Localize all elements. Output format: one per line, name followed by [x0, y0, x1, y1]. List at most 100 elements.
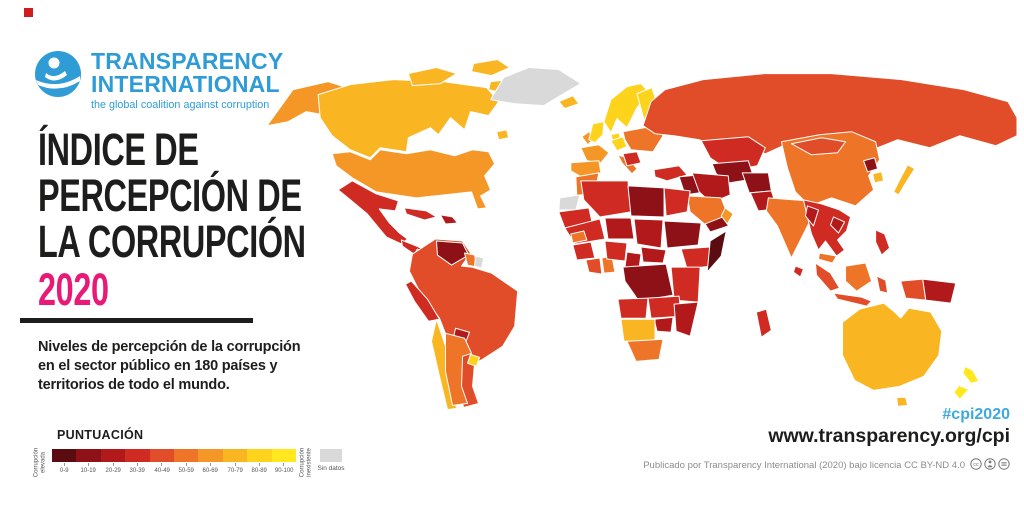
- legend-band-label: 20-29: [101, 463, 125, 474]
- logo-line2: INTERNATIONAL: [91, 71, 280, 97]
- legend-band-swatch: [125, 449, 150, 462]
- legend-band-swatch: [222, 449, 248, 462]
- region-arctic-islands: [471, 59, 511, 77]
- region-north-korea: [863, 157, 879, 173]
- region-madagascar: [755, 308, 772, 338]
- legend-band-label: 50-59: [174, 463, 198, 474]
- region-nigeria: [604, 240, 628, 262]
- legend-band-label: 80-89: [247, 463, 271, 474]
- region-tasmania: [896, 396, 909, 407]
- region-java: [833, 292, 873, 307]
- region-angola: [617, 297, 649, 319]
- region-mongolia: [790, 137, 847, 156]
- legend-band-label: 70-79: [223, 463, 247, 474]
- svg-text:cc: cc: [973, 462, 979, 468]
- legend-band-label: 0-9: [52, 463, 76, 474]
- region-canada: [317, 79, 500, 159]
- region-namibia-botswana: [620, 318, 656, 342]
- region-somalia: [706, 230, 727, 273]
- region-uruguay: [467, 353, 481, 367]
- intro-line-2: en el sector público en 180 países y: [38, 358, 278, 374]
- region-peru: [404, 280, 440, 322]
- region-hispaniola: [439, 214, 459, 225]
- footer: #cpi2020 www.transparency.org/cpi Public…: [643, 406, 1010, 473]
- region-cuba: [403, 207, 437, 221]
- region-drc: [622, 263, 674, 302]
- region-senegal: [570, 230, 588, 244]
- region-suriname: [474, 255, 485, 269]
- region-philippines: [875, 229, 891, 256]
- region-sri-lanka: [792, 265, 804, 278]
- region-laos-cambodia: [829, 216, 846, 234]
- region-central-african-republic: [640, 246, 667, 264]
- region-mexico: [337, 180, 408, 245]
- region-new-zealand-north: [962, 365, 980, 384]
- region-germany: [610, 136, 628, 152]
- region-mozambique: [673, 301, 699, 337]
- ti-logo: TRANSPARENCY INTERNATIONAL the global co…: [34, 50, 283, 111]
- region-japan: [893, 164, 916, 196]
- region-sulawesi: [876, 275, 889, 294]
- region-algeria: [580, 180, 632, 218]
- region-afghanistan: [741, 172, 772, 194]
- region-balkans: [622, 151, 642, 167]
- region-zimbabwe: [653, 316, 674, 333]
- region-ethiopia: [680, 246, 711, 270]
- region-papua-new-guinea: [922, 278, 957, 304]
- region-france: [580, 144, 610, 164]
- hashtag: #cpi2020: [942, 406, 1010, 423]
- legend-heading: PUNTUACIÓN: [57, 428, 144, 442]
- cc-icon: cc: [970, 458, 982, 473]
- region-usa: [331, 149, 496, 210]
- legend-band-label: 10-19: [76, 463, 100, 474]
- region-libya: [627, 185, 665, 218]
- region-south-america: [408, 238, 519, 408]
- world-choropleth-map: [258, 38, 1022, 442]
- intro-line-3: territorios de todo el mundo.: [38, 377, 230, 393]
- brand-corner-mark: [24, 8, 33, 17]
- logo-line1: TRANSPARENCY: [91, 48, 284, 74]
- region-greenland: [490, 67, 582, 107]
- region-ivory-coast: [585, 257, 603, 275]
- title-year: 2020: [38, 264, 109, 315]
- region-new-zealand-south: [953, 384, 970, 400]
- region-sudan: [663, 220, 702, 249]
- legend-no-data-label: Sin datos: [317, 465, 345, 472]
- legend-band-swatch: [198, 449, 223, 462]
- region-guinea: [572, 241, 596, 261]
- legend-band-swatch: [271, 449, 297, 462]
- region-chad: [633, 218, 664, 249]
- page-title: ÍNDICE DE PERCEPCIÓN DE LA CORRUPCIÓN 20…: [38, 127, 410, 313]
- region-venezuela: [435, 240, 470, 266]
- region-australia: [842, 302, 943, 391]
- cc-by-icon: [984, 458, 996, 473]
- region-south-africa: [626, 338, 664, 362]
- legend-band-swatch: [76, 449, 101, 462]
- title-line-2: PERCEPCIÓN DE: [38, 170, 302, 221]
- legend-band-label: 40-49: [150, 463, 174, 474]
- legend-bar: [52, 449, 297, 462]
- region-yemen: [704, 215, 729, 233]
- world-map-svg: [266, 59, 1018, 410]
- region-malaysia: [817, 252, 838, 264]
- ti-globe-icon: [34, 50, 82, 103]
- cc-nd-icon: [998, 458, 1010, 473]
- legend-band-swatch: [149, 449, 175, 462]
- region-arctic-islands: [407, 67, 458, 87]
- legend-no-data-swatch: [320, 449, 342, 462]
- region-myanmar: [804, 205, 819, 227]
- region-argentina: [444, 332, 473, 406]
- region-western-sahara: [558, 194, 581, 211]
- legend-band-swatch: [174, 449, 199, 462]
- region-newfoundland: [496, 129, 510, 141]
- region-oman: [720, 207, 734, 225]
- legend-band-swatch: [100, 449, 126, 462]
- legend-band-label: 30-39: [125, 463, 149, 474]
- legend-band-swatch: [247, 449, 272, 462]
- legend-low-label: Corrupción elevada: [33, 447, 47, 478]
- title-line-1: ÍNDICE DE: [38, 124, 199, 175]
- legend-band-label: 60-69: [198, 463, 222, 474]
- region-uk: [588, 121, 605, 144]
- title-line-3: LA CORRUPCIÓN: [38, 216, 306, 267]
- logo-tagline: the global coalition against corruption: [91, 99, 270, 111]
